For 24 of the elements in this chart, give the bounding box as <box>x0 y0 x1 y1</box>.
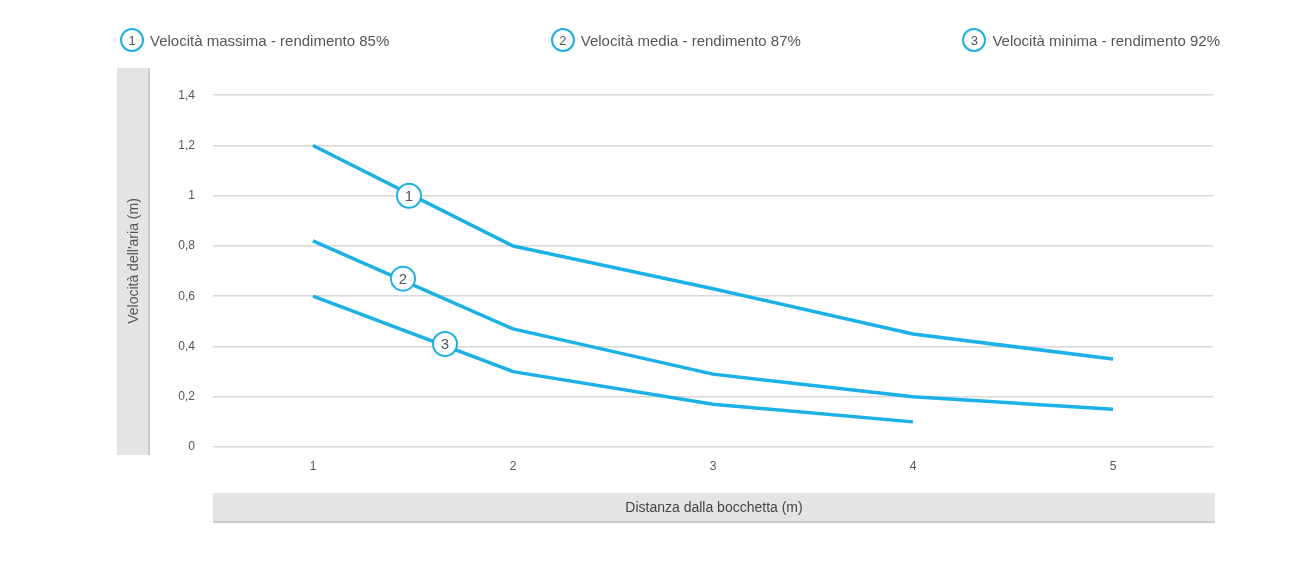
text: 1 <box>128 32 136 48</box>
x-tick-label: 5 <box>1109 458 1117 473</box>
x-tick-label: 1 <box>309 458 317 473</box>
annotation: 3 <box>440 335 450 353</box>
y-tick-label: 0 <box>188 439 196 454</box>
y-tick-label: 0,4 <box>178 338 196 353</box>
annotation: 2 <box>398 269 408 287</box>
legend-label: Velocità massima - rendimento 85% <box>150 31 390 49</box>
y-tick-label: 1,4 <box>178 87 196 102</box>
y-tick-label: 1 <box>188 188 196 203</box>
y-tick-label: 0,6 <box>178 288 196 303</box>
annotation: 1 <box>404 186 414 204</box>
text: 2 <box>559 32 567 48</box>
y-tick-label: 0,8 <box>178 238 196 253</box>
x-axis-title: Distanza dalla bocchetta (m) <box>213 493 1215 523</box>
y-axis-title: Velocità dell'aria (m) <box>125 198 141 324</box>
legend-label: Velocità media - rendimento 87% <box>580 31 801 49</box>
y-tick-label: 1,2 <box>178 137 196 152</box>
x-tick-label: 3 <box>709 458 717 473</box>
x-tick-label: 2 <box>509 458 517 473</box>
y-tick-label: 0,2 <box>178 389 196 404</box>
legend-label: Velocità minima - rendimento 92% <box>992 31 1220 49</box>
text: 3 <box>970 32 978 48</box>
x-tick-label: 4 <box>909 458 917 473</box>
